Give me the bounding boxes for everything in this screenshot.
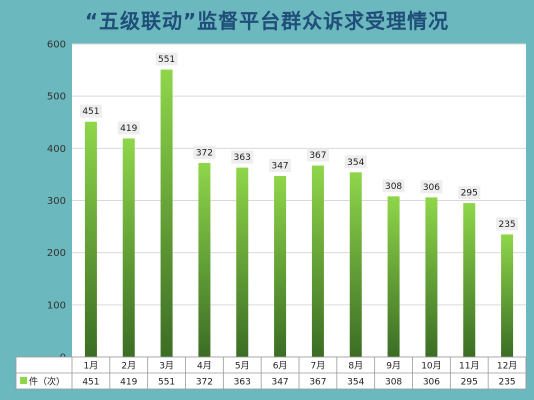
data-label: 235: [498, 220, 515, 230]
chart-title: “五级联动”监督平台群众诉求受理情况: [84, 9, 450, 33]
bar: [122, 138, 135, 357]
data-label: 451: [82, 107, 99, 117]
data-label: 367: [309, 151, 326, 161]
data-label-box: [344, 155, 367, 169]
data-labels: 451 419 551 372 363 347 367 354 308 306 295 235: [79, 52, 519, 231]
x-tick-label: 5月: [235, 361, 250, 372]
x-tick-label: 4月: [197, 361, 212, 372]
x-tick-label: 7月: [311, 361, 326, 372]
bar: [274, 175, 287, 357]
data-label-box: [306, 148, 329, 162]
table-value: 551: [158, 378, 175, 388]
y-axis-ticks: 0100200300400500600: [47, 40, 66, 364]
data-label-box: [155, 52, 178, 66]
data-label-box: [79, 104, 102, 118]
table-value: 451: [82, 378, 99, 388]
data-label: 295: [461, 189, 478, 199]
data-label: 363: [234, 153, 251, 163]
data-label-box: [193, 145, 216, 159]
table-value: 354: [347, 378, 364, 388]
table-value: 367: [309, 378, 326, 388]
bars: [84, 69, 514, 357]
data-label: 306: [423, 183, 440, 193]
y-tick-label: 300: [47, 196, 66, 207]
data-label: 419: [120, 124, 137, 134]
data-label: 372: [196, 148, 213, 158]
bar: [425, 197, 438, 357]
x-tick-label: 6月: [273, 361, 288, 372]
y-tick-label: 200: [47, 248, 66, 259]
table-value: 419: [120, 378, 137, 388]
y-tick-label: 400: [47, 144, 66, 155]
bar: [349, 172, 362, 357]
legend-series-name: 件（次）: [29, 376, 65, 388]
data-label-box: [496, 217, 519, 231]
table-value: 347: [271, 378, 288, 388]
x-tick-label: 9月: [386, 361, 401, 372]
table-value: 308: [385, 378, 402, 388]
table-value: 295: [461, 378, 478, 388]
bar: [84, 121, 97, 357]
x-tick-label: 10月: [421, 361, 441, 372]
bar: [311, 165, 324, 357]
data-label-box: [420, 180, 443, 194]
legend-swatch: [20, 377, 27, 384]
x-tick-label: 12月: [497, 361, 517, 372]
bar: [501, 234, 514, 357]
x-tick-label: 1月: [84, 361, 99, 372]
data-label: 354: [347, 158, 364, 168]
bar: [463, 203, 476, 357]
bar: [198, 162, 211, 357]
bar: [387, 196, 400, 357]
data-table: 1月 451 2月 419 3月 551 4月 372 5月 363 6月 347 7月 367 8月 354…: [15, 356, 527, 390]
data-label-box: [117, 121, 140, 135]
data-label: 347: [271, 161, 288, 171]
table-value: 235: [498, 378, 515, 388]
x-tick-label: 11月: [459, 361, 479, 372]
data-label: 308: [385, 182, 402, 192]
y-tick-label: 600: [47, 40, 66, 51]
y-tick-label: 500: [47, 92, 66, 103]
data-label-box: [269, 158, 292, 172]
x-tick-label: 3月: [159, 361, 174, 372]
table-value: 372: [196, 378, 213, 388]
bar: [236, 167, 249, 357]
x-tick-label: 8月: [348, 361, 363, 372]
y-tick-label: 100: [47, 300, 66, 311]
data-label-box: [458, 186, 481, 200]
data-label-box: [382, 179, 405, 193]
table-value: 363: [234, 378, 251, 388]
data-label: 551: [158, 55, 175, 65]
bar: [160, 69, 173, 357]
data-label-box: [231, 150, 254, 164]
x-tick-label: 2月: [121, 361, 136, 372]
table-value: 306: [423, 378, 440, 388]
